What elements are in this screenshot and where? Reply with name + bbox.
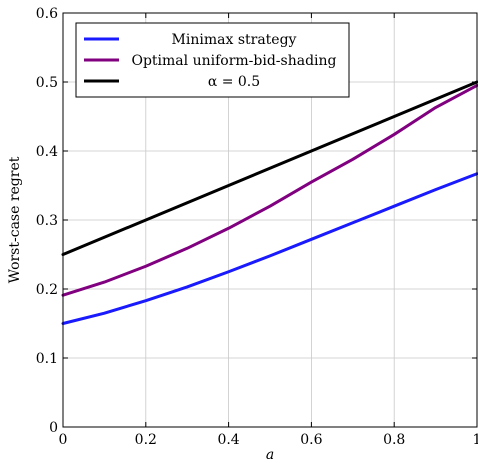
y-axis-label: Worst-case regret — [7, 156, 23, 283]
y-tick-label: 0.6 — [36, 6, 58, 22]
x-tick-label: 1 — [473, 432, 478, 448]
series-line-3 — [61, 80, 478, 256]
series-line-2 — [61, 83, 478, 297]
y-tick-label: 0 — [49, 420, 58, 436]
legend-label: Optimal uniform-bid-shading — [131, 53, 336, 69]
tick-labels: 0 0.2 0.4 0.6 0.8 1 0 0.1 0.2 0.3 0.4 0.5 0.6 — [36, 6, 478, 448]
y-tick-label: 0.4 — [36, 144, 58, 160]
legend-label: Minimax strategy — [172, 32, 297, 48]
y-tick-label: 0.1 — [36, 351, 58, 367]
legend-entry: Minimax strategy — [84, 32, 297, 48]
legend-label: α = 0.5 — [208, 74, 260, 90]
x-tick-label: 0.4 — [217, 432, 239, 448]
y-tick-label: 0.3 — [36, 213, 58, 229]
legend-box — [75, 22, 350, 98]
y-tick-label: 0.2 — [36, 282, 58, 298]
x-tick-label: 0.2 — [135, 432, 157, 448]
axis-ticks — [62, 12, 478, 428]
legend-entry: α = 0.5 — [84, 74, 260, 90]
legend-entry: Optimal uniform-bid-shading — [84, 53, 337, 69]
series-layer — [61, 80, 478, 325]
legend: Minimax strategy Optimal uniform-bid-shad… — [75, 22, 350, 98]
x-tick-label: 0 — [59, 432, 68, 448]
series-line-1 — [61, 172, 478, 325]
x-axis-label: a — [266, 447, 274, 463]
x-tick-label: 0.8 — [383, 432, 405, 448]
x-tick-label: 0.6 — [300, 432, 322, 448]
y-tick-label: 0.5 — [36, 75, 58, 91]
